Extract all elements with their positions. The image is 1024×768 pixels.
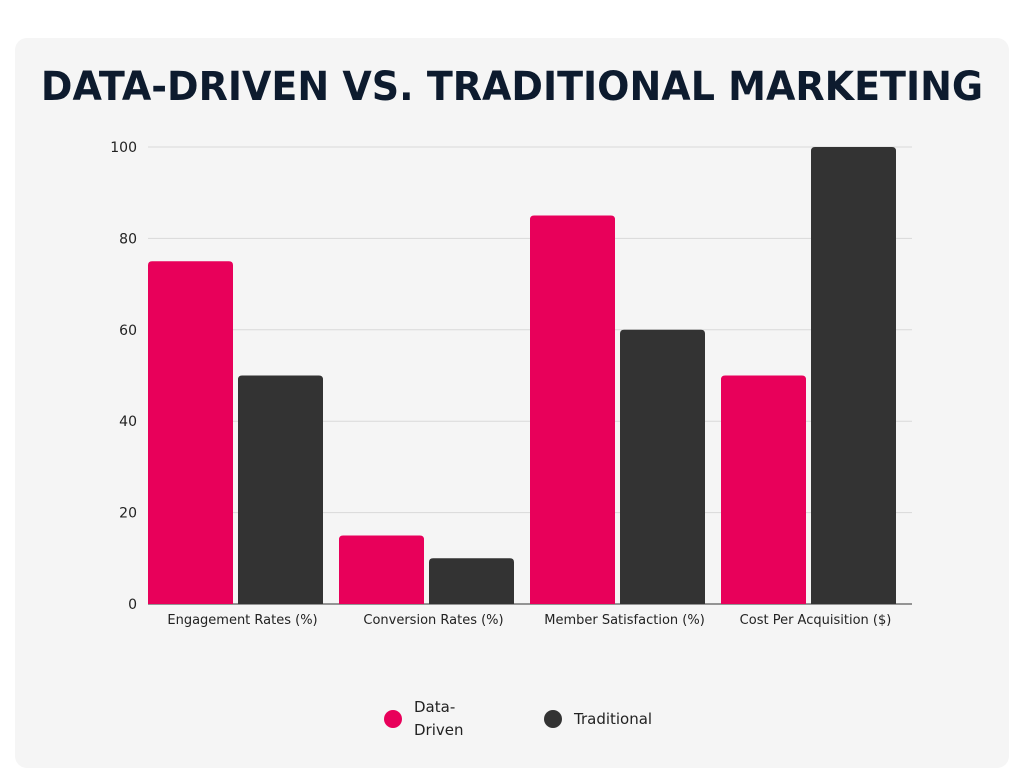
bar-traditional-0[interactable] (238, 375, 323, 605)
bar-traditional-3[interactable] (811, 147, 896, 604)
y-tick-label-60: 60 (119, 323, 137, 339)
x-axis-labels: Engagement Rates (%) Conversion Rates (%)… (167, 613, 891, 628)
legend-item-data-driven[interactable]: Data-Driven (384, 696, 474, 742)
y-axis-ticks: 0 20 40 60 80 100 (110, 140, 137, 613)
y-tick-label-100: 100 (110, 140, 137, 156)
y-tick-label-0: 0 (128, 597, 137, 613)
legend-label-traditional: Traditional (574, 710, 653, 728)
legend: Data-Driven Traditional (384, 696, 652, 742)
y-tick-label-20: 20 (119, 506, 137, 522)
y-tick-label-80: 80 (119, 231, 137, 247)
bar-data-driven-1[interactable] (339, 535, 424, 604)
x-tick-label-1: Conversion Rates (%) (363, 613, 503, 628)
x-tick-label-3: Cost Per Acquisition ($) (740, 613, 892, 628)
bar-data-driven-2[interactable] (530, 215, 615, 605)
bar-traditional-1[interactable] (429, 558, 514, 604)
y-tick-label-40: 40 (119, 414, 137, 430)
legend-label-data-driven: Data-Driven (414, 698, 464, 739)
legend-item-traditional[interactable]: Traditional (544, 710, 652, 728)
legend-dot-data-driven (384, 710, 402, 728)
x-tick-label-0: Engagement Rates (%) (167, 613, 317, 628)
bar-traditional-2[interactable] (620, 329, 705, 604)
legend-dot-traditional (544, 710, 562, 728)
chart-title: DATA-DRIVEN VS. TRADITIONAL MARKETING (40, 64, 984, 110)
x-tick-label-2: Member Satisfaction (%) (544, 613, 705, 628)
bar-data-driven-0[interactable] (148, 261, 233, 604)
bars (148, 147, 896, 605)
bar-data-driven-3[interactable] (721, 375, 806, 605)
